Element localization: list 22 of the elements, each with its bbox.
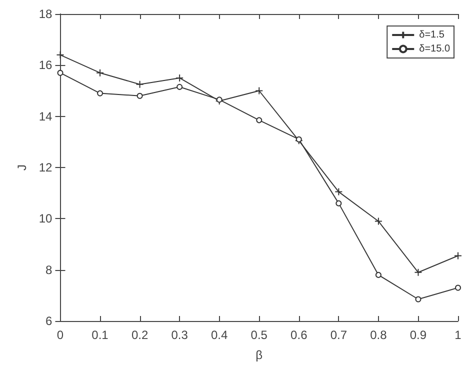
- x-tick-label: 0.2: [131, 328, 148, 342]
- x-tick-label: 0.7: [330, 328, 348, 342]
- x-tick-label: 0.9: [410, 328, 427, 342]
- y-tick-label: 10: [38, 212, 53, 226]
- y-tick-label: 12: [38, 160, 53, 174]
- x-tick-label: 0.3: [171, 328, 188, 342]
- legend-label: δ=15.0: [419, 44, 450, 54]
- y-tick-label: 16: [38, 58, 53, 72]
- x-tick-label: 0.5: [250, 328, 268, 342]
- x-tick-label: 0.1: [92, 328, 109, 342]
- y-tick-label: 8: [46, 262, 53, 277]
- y-axis-title: J: [15, 164, 29, 170]
- x-tick-label: 0.6: [290, 328, 308, 342]
- legend-label: δ=1.5: [419, 30, 445, 40]
- x-tick-label: 1: [454, 328, 462, 342]
- x-tick-label: 0.4: [211, 328, 228, 342]
- y-tick-label: 6: [46, 314, 53, 328]
- x-tick-label: 0.8: [370, 328, 388, 342]
- y-tick-label: 18: [38, 7, 53, 21]
- x-tick-label: 0: [56, 328, 64, 342]
- y-tick-label: 14: [38, 109, 53, 124]
- x-axis-title: β: [256, 348, 263, 362]
